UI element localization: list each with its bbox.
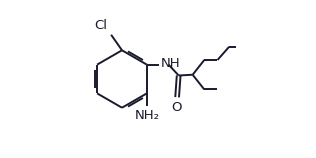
Text: NH: NH [161, 57, 180, 70]
Text: O: O [171, 101, 182, 114]
Text: Cl: Cl [94, 19, 107, 32]
Text: NH₂: NH₂ [134, 109, 159, 122]
